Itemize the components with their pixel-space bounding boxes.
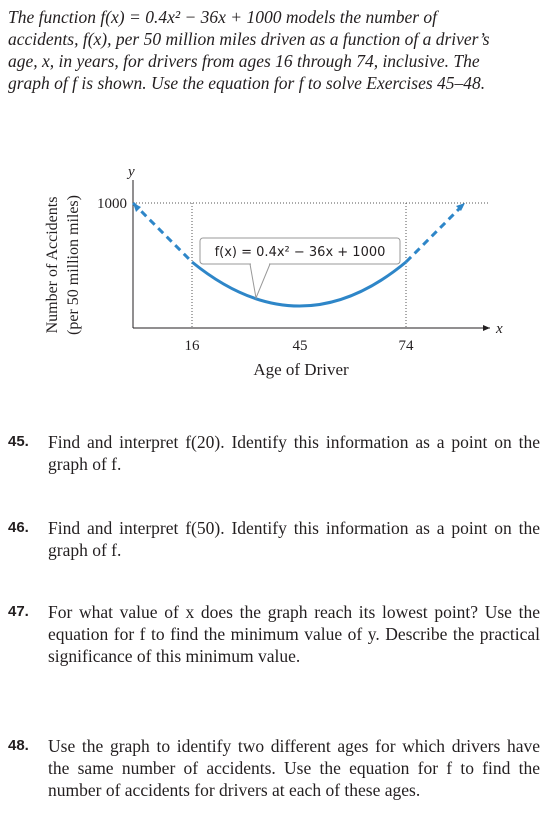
arrow (133, 203, 141, 212)
y-tick-label: 1000 (97, 196, 127, 212)
x-tick-label: 16 (185, 338, 201, 354)
exercise-number: 46. (8, 519, 29, 536)
x-tick-label: 45 (293, 338, 308, 354)
arrow (483, 325, 490, 331)
exercise: 48. Use the graph to identify two differ… (8, 735, 540, 801)
x-axis-label: x (495, 321, 503, 337)
curve (191, 260, 407, 308)
exercise-number: 48. (8, 737, 29, 754)
exercise: 45. Find and interpret f(20). Identify t… (8, 431, 540, 475)
y-axis-title: (per 50 million miles) (65, 195, 82, 335)
figure: Number of Accidents (per 50 million mile… (44, 164, 503, 379)
x-tick-label: 74 (399, 338, 415, 354)
y-axis-label: y (126, 164, 135, 180)
exercise-text: Find and interpret f(50). Identify this … (48, 518, 540, 560)
equation-label: f(x) = 0.4x² − 36x + 1000 (215, 245, 386, 260)
exercise: 47. For what value of x does the graph r… (8, 601, 540, 667)
exercise-number: 47. (8, 603, 29, 620)
exercise-text: Find and interpret f(20). Identify this … (48, 432, 540, 474)
exercise: 46. Find and interpret f(50). Identify t… (8, 517, 540, 561)
exercise-text: For what value of x does the graph reach… (48, 602, 540, 666)
arrow (456, 203, 465, 211)
exercise-text: Use the graph to identify two different … (48, 736, 540, 800)
curve-dashed (131, 201, 194, 264)
x-axis-title: Age of Driver (253, 360, 349, 379)
y-axis-title: Number of Accidents (44, 197, 61, 334)
callout-box (199, 237, 401, 265)
intro: The function f(x) = 0.4x² − 36x + 1000 m… (8, 7, 490, 93)
callout-pointer (249, 263, 271, 300)
curve-dashed (404, 201, 467, 264)
exercise-number: 45. (8, 433, 29, 450)
